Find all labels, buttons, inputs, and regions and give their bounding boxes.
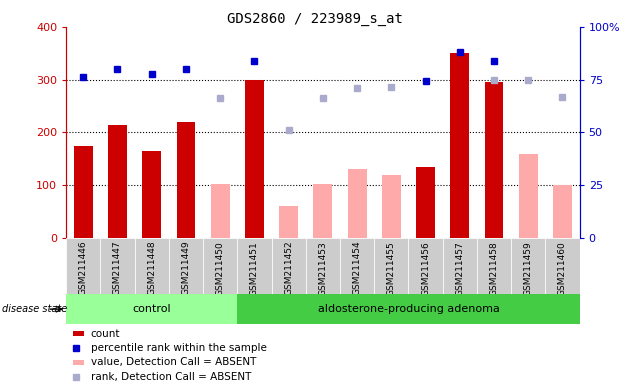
Bar <box>519 154 537 238</box>
Bar <box>203 238 238 294</box>
Bar <box>279 207 298 238</box>
Text: GSM211450: GSM211450 <box>215 241 225 296</box>
Bar <box>553 185 572 238</box>
Text: GSM211449: GSM211449 <box>181 241 190 296</box>
Text: GSM211455: GSM211455 <box>387 241 396 296</box>
Text: count: count <box>91 329 120 339</box>
Text: GSM211456: GSM211456 <box>421 241 430 296</box>
Bar <box>408 238 443 294</box>
Bar <box>443 238 477 294</box>
Text: GSM211448: GSM211448 <box>147 241 156 296</box>
Bar <box>238 294 580 324</box>
Text: rank, Detection Call = ABSENT: rank, Detection Call = ABSENT <box>91 372 251 382</box>
Text: GSM211457: GSM211457 <box>455 241 464 296</box>
Bar <box>477 238 511 294</box>
Text: GSM211459: GSM211459 <box>524 241 533 296</box>
Bar <box>135 238 169 294</box>
Bar <box>245 79 264 238</box>
Text: GSM211447: GSM211447 <box>113 241 122 296</box>
Bar <box>73 360 84 365</box>
Text: GSM211446: GSM211446 <box>79 241 88 296</box>
Bar <box>66 238 100 294</box>
Text: GSM211452: GSM211452 <box>284 241 293 296</box>
Bar <box>348 169 367 238</box>
Text: GSM211454: GSM211454 <box>353 241 362 296</box>
Bar <box>66 294 238 324</box>
Bar <box>546 238 580 294</box>
Text: control: control <box>132 304 171 314</box>
Bar <box>374 238 408 294</box>
Text: value, Detection Call = ABSENT: value, Detection Call = ABSENT <box>91 358 256 367</box>
Bar <box>142 151 161 238</box>
Bar <box>382 175 401 238</box>
Text: GSM211453: GSM211453 <box>318 241 328 296</box>
Bar <box>73 331 84 336</box>
Bar <box>176 122 195 238</box>
Bar <box>169 238 203 294</box>
Text: GSM211460: GSM211460 <box>558 241 567 296</box>
Bar <box>108 124 127 238</box>
Bar <box>484 82 503 238</box>
Text: disease state: disease state <box>2 304 67 314</box>
Text: GDS2860 / 223989_s_at: GDS2860 / 223989_s_at <box>227 12 403 25</box>
Bar <box>314 184 332 238</box>
Bar <box>306 238 340 294</box>
Text: GSM211458: GSM211458 <box>490 241 498 296</box>
Bar <box>416 167 435 238</box>
Bar <box>100 238 135 294</box>
Bar <box>511 238 546 294</box>
Text: GSM211451: GSM211451 <box>250 241 259 296</box>
Bar <box>238 238 272 294</box>
Bar <box>211 184 229 238</box>
Text: aldosterone-producing adenoma: aldosterone-producing adenoma <box>318 304 500 314</box>
Bar <box>272 238 306 294</box>
Text: percentile rank within the sample: percentile rank within the sample <box>91 343 266 353</box>
Bar <box>450 53 469 238</box>
Bar <box>340 238 374 294</box>
Bar <box>74 146 93 238</box>
